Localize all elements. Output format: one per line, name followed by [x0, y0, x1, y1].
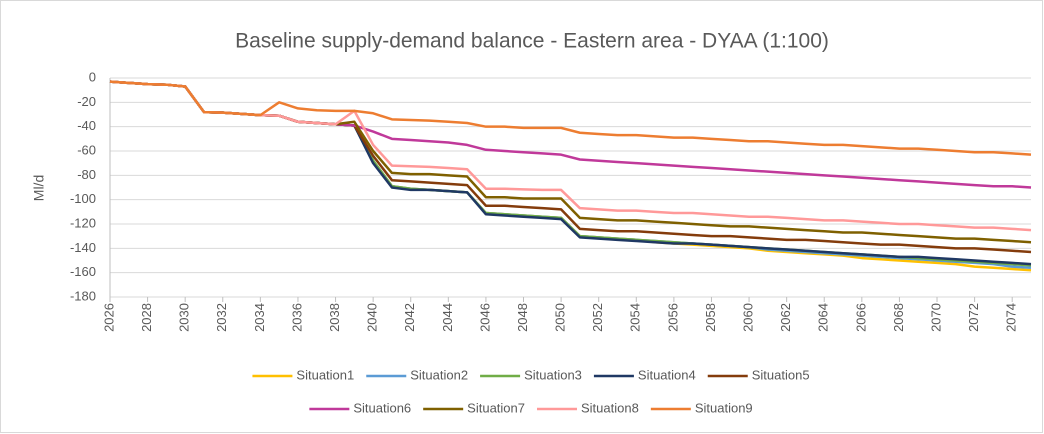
x-tick-label: 2040 — [365, 303, 380, 332]
legend-label: Situation3 — [524, 367, 582, 382]
x-tick-label: 2028 — [139, 303, 154, 332]
series-line — [109, 80, 1032, 156]
y-tick-label: -40 — [77, 118, 96, 133]
y-tick-label: -80 — [77, 167, 96, 182]
x-tick-label: 2052 — [590, 303, 605, 332]
x-tick-label: 2026 — [101, 303, 116, 332]
legend-label: Situation4 — [638, 367, 696, 382]
y-tick-label: 0 — [89, 69, 96, 84]
legend-label: Situation1 — [296, 367, 354, 382]
x-tick-label: 2070 — [928, 303, 943, 332]
x-tick-label: 2042 — [402, 303, 417, 332]
legend-label: Situation6 — [353, 400, 411, 415]
legend-label: Situation5 — [752, 367, 810, 382]
legend-label: Situation8 — [581, 400, 639, 415]
x-tick-label: 2032 — [214, 303, 229, 332]
chart-title: Baseline supply-demand balance - Eastern… — [235, 30, 829, 53]
y-tick-label: -20 — [77, 94, 96, 109]
y-tick-label: -140 — [70, 240, 96, 255]
x-tick-label: 2072 — [966, 303, 981, 332]
x-tick-label: 2054 — [628, 303, 643, 332]
y-axis-title: Ml/d — [31, 175, 47, 201]
x-tick-label: 2044 — [440, 303, 455, 332]
x-tick-label: 2074 — [1004, 303, 1019, 332]
x-tick-label: 2058 — [703, 303, 718, 332]
x-tick-label: 2068 — [891, 303, 906, 332]
legend-label: Situation7 — [467, 400, 525, 415]
x-tick-label: 2062 — [778, 303, 793, 332]
x-tick-label: 2060 — [740, 303, 755, 332]
x-tick-label: 2064 — [816, 303, 831, 332]
y-tick-label: -120 — [70, 215, 96, 230]
legend-label: Situation2 — [410, 367, 468, 382]
x-tick-label: 2066 — [853, 303, 868, 332]
series-line — [109, 80, 1032, 232]
y-tick-label: -180 — [70, 288, 96, 303]
y-tick-label: -160 — [70, 264, 96, 279]
x-tick-label: 2046 — [477, 303, 492, 332]
x-tick-label: 2030 — [177, 303, 192, 332]
x-tick-label: 2050 — [553, 303, 568, 332]
x-tick-label: 2056 — [665, 303, 680, 332]
legend-label: Situation9 — [695, 400, 753, 415]
y-tick-label: -60 — [77, 142, 96, 157]
x-tick-label: 2034 — [252, 303, 267, 332]
x-tick-label: 2048 — [515, 303, 530, 332]
y-tick-label: -100 — [70, 191, 96, 206]
x-tick-label: 2036 — [289, 303, 304, 332]
x-tick-label: 2038 — [327, 303, 342, 332]
